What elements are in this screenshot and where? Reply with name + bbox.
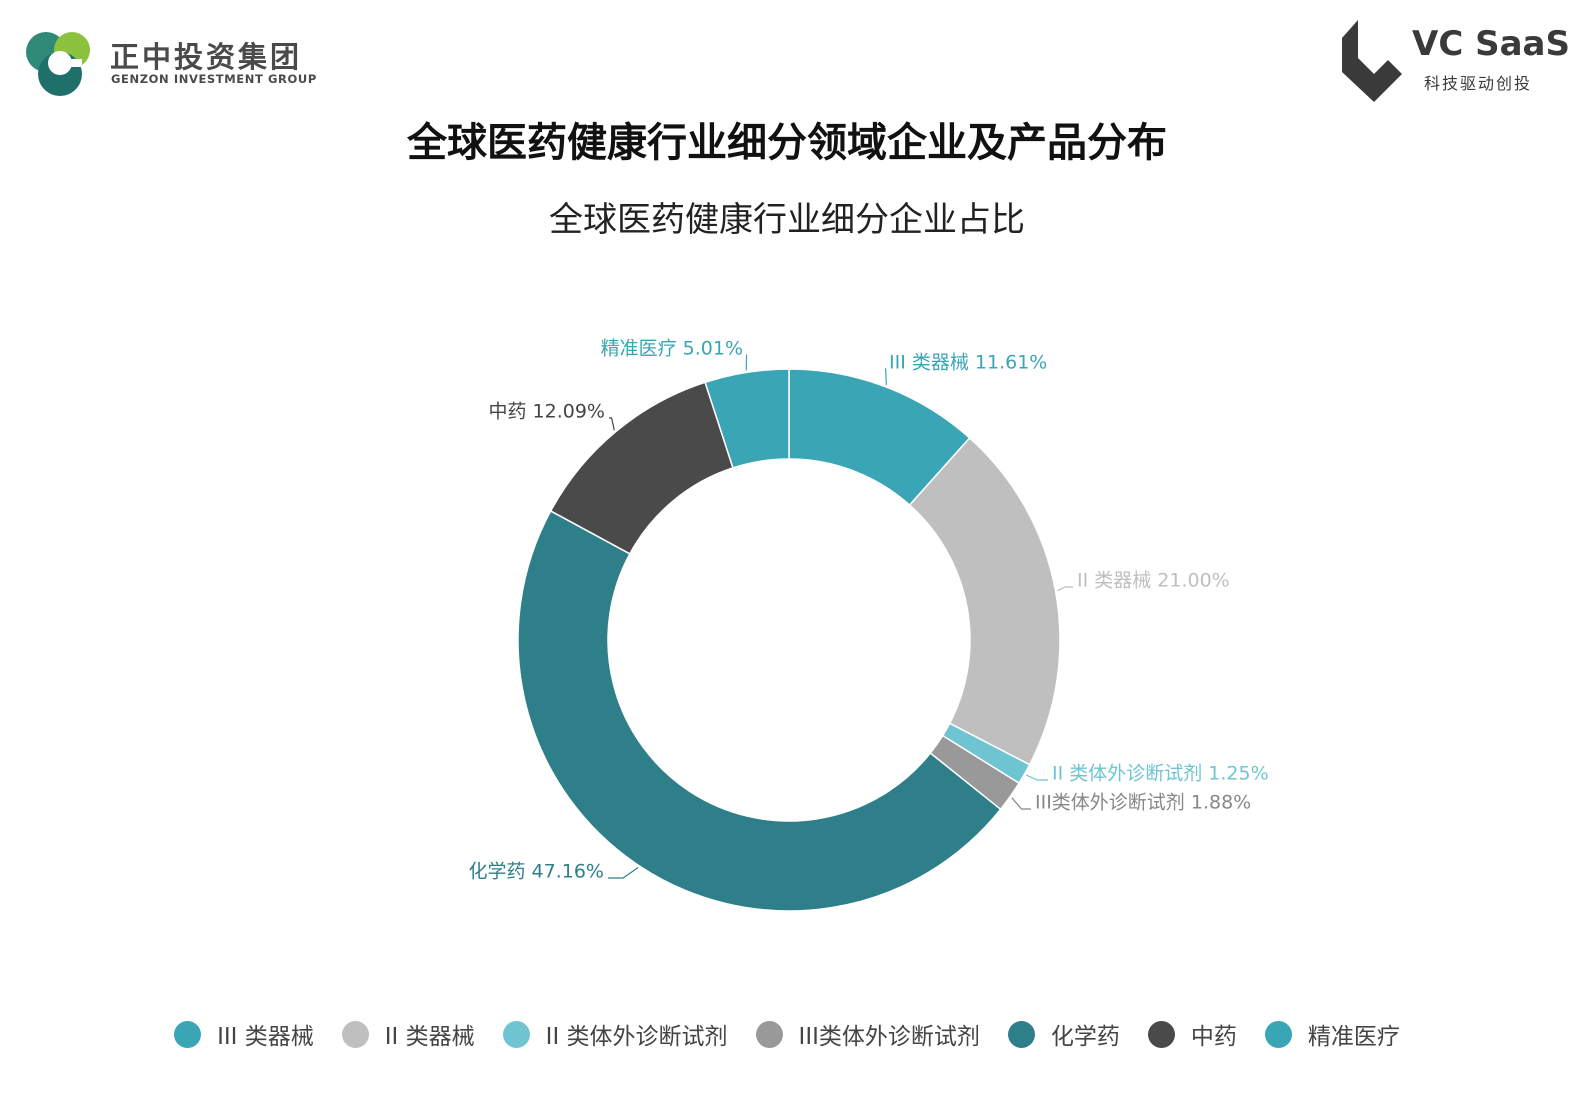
- legend-label: 中药: [1190, 1024, 1237, 1050]
- page-title: 全球医药健康行业细分领域企业及产品分布: [407, 120, 1167, 166]
- legend-item: III类体外诊断试剂: [755, 1017, 980, 1051]
- leader-line-5: [608, 867, 639, 879]
- leader-line-3: [1026, 774, 1048, 781]
- legend-swatch: [174, 1020, 202, 1048]
- legend-swatch: [1007, 1020, 1035, 1048]
- legend-item: III 类器械: [174, 1017, 314, 1051]
- legend-label: III 类器械: [217, 1024, 314, 1050]
- genzon-logo-name: 正中投资集团: [110, 40, 303, 74]
- legend-label: III类体外诊断试剂: [798, 1024, 980, 1050]
- legend-label: II 类器械: [384, 1024, 475, 1050]
- data-label-4: III类体外诊断试剂 1.88%: [1035, 792, 1251, 814]
- donut-slice-2: [908, 436, 1061, 766]
- vc-saas-logo-sub: 科技驱动创投: [1424, 74, 1533, 93]
- data-label-3: II 类体外诊断试剂 1.25%: [1052, 763, 1269, 785]
- legend-swatch: [341, 1020, 369, 1048]
- vc-saas-logo: VC SaaS 科技驱动创投: [1336, 16, 1570, 108]
- legend-swatch: [1147, 1020, 1175, 1048]
- leader-line-7: [745, 354, 748, 371]
- donut-slice-7: [704, 368, 790, 469]
- legend-label: 精准医疗: [1307, 1024, 1400, 1050]
- data-label-1: III 类器械 11.61%: [889, 352, 1047, 374]
- legend-item: II 类器械: [341, 1017, 475, 1051]
- vc-saas-logo-name: VC SaaS: [1412, 24, 1570, 64]
- legend-label: II 类体外诊断试剂: [545, 1024, 728, 1050]
- legend-item: II 类体外诊断试剂: [502, 1017, 728, 1051]
- chart-legend: III 类器械 II 类器械 II 类体外诊断试剂 III类体外诊断试剂 化学药 中药 精准…: [0, 1012, 1574, 1056]
- legend-swatch: [502, 1020, 530, 1048]
- legend-swatch: [755, 1020, 783, 1048]
- data-label-5: 化学药 47.16%: [469, 861, 605, 883]
- legend-item: 化学药: [1007, 1017, 1120, 1051]
- leader-line-4: [1011, 797, 1031, 810]
- legend-item: 中药: [1147, 1017, 1237, 1051]
- legend-item: 精准医疗: [1264, 1017, 1400, 1051]
- donut-chart: III 类器械 11.61% II 类器械 21.00% II 类体外诊断试剂 1.…: [469, 338, 1269, 912]
- data-label-7: 精准医疗 5.01%: [601, 338, 743, 360]
- leader-line-6: [609, 417, 615, 431]
- legend-swatch: [1264, 1020, 1292, 1048]
- genzon-logo: 正中投资集团 GENZON INVESTMENT GROUP: [20, 22, 320, 104]
- data-label-2: II 类器械 21.00%: [1077, 570, 1230, 592]
- data-label-6: 中药 12.09%: [489, 401, 606, 423]
- chart-title: 全球医药健康行业细分企业占比: [549, 200, 1025, 240]
- leader-line-1: [885, 368, 887, 385]
- vc-saas-logo-icon: [1342, 20, 1402, 102]
- legend-label: 化学药: [1050, 1024, 1120, 1050]
- genzon-logo-sub: GENZON INVESTMENT GROUP: [111, 72, 317, 86]
- leader-line-2: [1057, 586, 1073, 592]
- genzon-logo-icon: [26, 32, 90, 96]
- donut-slice-5: [517, 509, 1002, 912]
